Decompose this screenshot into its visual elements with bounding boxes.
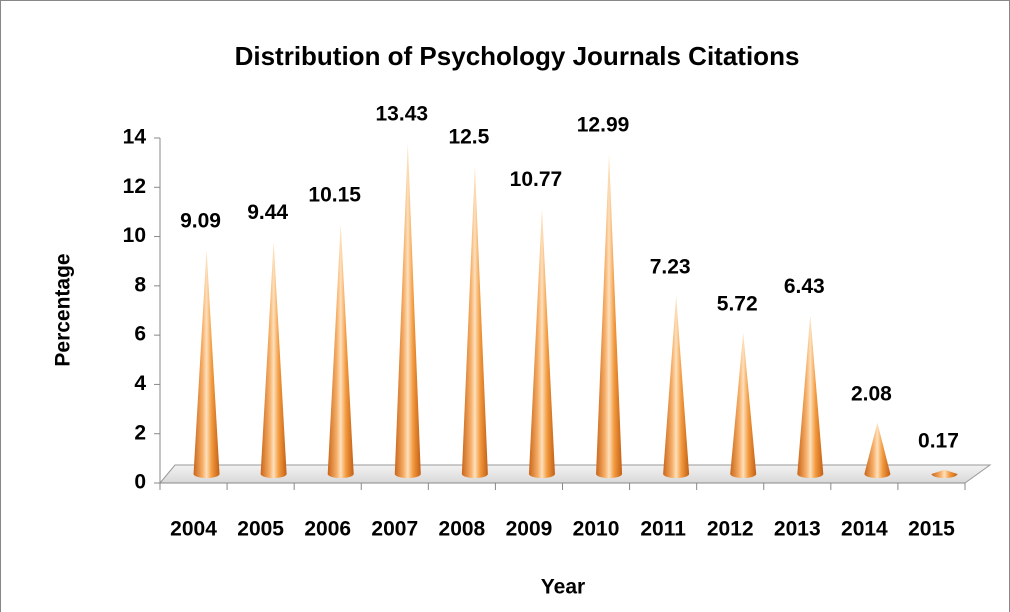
x-tick-label: 2007 <box>371 518 418 541</box>
x-axis-label: Year <box>541 576 585 599</box>
y-axis-label: Percentage <box>52 253 75 366</box>
y-tick-label: 12 <box>123 175 146 198</box>
x-tick-label: 2009 <box>506 518 553 541</box>
value-label: 0.17 <box>918 429 959 452</box>
cone <box>864 422 891 478</box>
cone <box>797 315 824 478</box>
cone <box>394 143 421 478</box>
cone <box>260 241 287 478</box>
value-label: 10.77 <box>510 168 563 191</box>
value-label: 5.72 <box>717 293 758 316</box>
cone <box>193 249 220 478</box>
cone <box>461 165 488 478</box>
value-label: 7.23 <box>650 255 691 278</box>
cone <box>327 223 354 478</box>
value-label: 9.44 <box>247 201 288 224</box>
cone <box>730 333 757 478</box>
cone <box>528 208 555 478</box>
y-tick-label: 4 <box>134 372 146 395</box>
value-label: 12.99 <box>577 113 630 136</box>
y-tick-label: 14 <box>123 126 147 149</box>
x-tick-label: 2014 <box>841 518 888 541</box>
x-tick-label: 2004 <box>170 518 217 541</box>
y-tick-label: 2 <box>134 421 146 444</box>
cone <box>663 295 690 478</box>
x-tick-label: 2010 <box>573 518 620 541</box>
y-tick-label: 6 <box>134 323 146 346</box>
value-label: 13.43 <box>376 103 429 126</box>
y-tick-label: 10 <box>123 224 146 247</box>
value-label: 12.5 <box>448 126 489 149</box>
x-tick-label: 2006 <box>304 518 351 541</box>
x-tick-label: 2012 <box>707 518 754 541</box>
x-tick-label: 2013 <box>774 518 821 541</box>
chart-title: Distribution of Psychology Journals Cita… <box>235 41 800 71</box>
x-tick-label: 2008 <box>439 518 486 541</box>
y-tick-label: 8 <box>134 273 146 296</box>
x-tick-label: 2011 <box>640 518 686 541</box>
x-tick-label: 2005 <box>237 518 284 541</box>
value-label: 9.09 <box>180 210 221 233</box>
value-label: 6.43 <box>784 275 825 298</box>
cone <box>596 153 623 478</box>
cone <box>931 469 958 478</box>
x-tick-label: 2015 <box>908 518 955 541</box>
value-label: 2.08 <box>851 382 892 405</box>
y-tick-label: 0 <box>134 471 146 494</box>
value-label: 10.15 <box>308 183 361 206</box>
